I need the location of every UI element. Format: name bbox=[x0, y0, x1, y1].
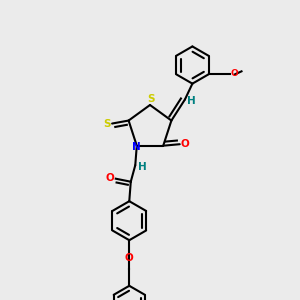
Text: O: O bbox=[231, 69, 239, 78]
Text: O: O bbox=[125, 253, 134, 262]
Text: O: O bbox=[106, 173, 115, 183]
Text: O: O bbox=[181, 139, 190, 149]
Text: S: S bbox=[148, 94, 155, 104]
Text: S: S bbox=[103, 118, 110, 128]
Text: N: N bbox=[132, 142, 141, 152]
Text: H: H bbox=[138, 162, 147, 172]
Text: H: H bbox=[187, 96, 196, 106]
